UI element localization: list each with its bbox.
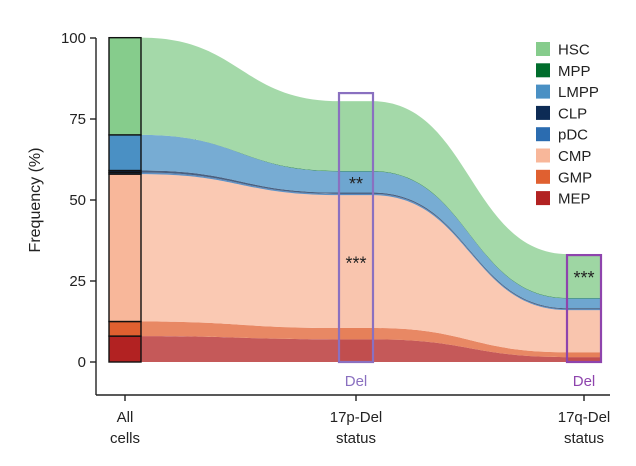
legend-label-lmpp: LMPP — [558, 84, 599, 101]
bar-lmpp-1 — [340, 171, 372, 193]
y-axis-title: Frequency (%) — [27, 148, 44, 253]
flow-cmp-1-2 — [372, 195, 568, 353]
flow-clp-0-1 — [141, 170, 340, 194]
flow-lmpp-0-1 — [141, 134, 340, 193]
legend-swatch-hsc — [536, 42, 550, 56]
bar-mep-1 — [340, 339, 372, 362]
significance-1: ** — [349, 174, 363, 194]
bar-gmp-2 — [568, 352, 600, 358]
y-tick-label-75: 75 — [69, 111, 86, 128]
legend-label-hsc: HSC — [558, 42, 590, 59]
bar-mep-2 — [568, 357, 600, 362]
legend-swatch-lmpp — [536, 84, 550, 99]
bar-gmp-0 — [108, 320, 142, 337]
deletion-boxes: Del Del******** — [337, 91, 603, 390]
del-box-1 — [565, 253, 603, 364]
flow-mpp-1-2 — [372, 170, 568, 299]
bar-cmp-1 — [340, 195, 372, 328]
bar-pdc-1 — [340, 193, 372, 196]
flow-hsc-0-1 — [141, 37, 340, 171]
bar-lmpp-0 — [108, 134, 142, 172]
legend-swatch-mpp — [536, 63, 550, 78]
significance-2: *** — [573, 268, 594, 288]
x-tick-label-2: 17q-Del status — [558, 409, 611, 447]
legend-label-clp: CLP — [558, 105, 587, 122]
flow-pdc-0-1 — [141, 172, 340, 196]
bar-clp-2 — [568, 308, 600, 310]
bar-gmp-1 — [340, 327, 372, 340]
flow-mep-0-1 — [141, 336, 340, 362]
category-stacks — [108, 36, 600, 363]
x-tick-label-0: All cells — [110, 409, 140, 447]
legend: HSC MPP LMPP CLP pDC CMP GMP MEP — [536, 42, 599, 208]
legend-swatch-clp — [536, 105, 550, 120]
del-label-0: Del — [345, 373, 368, 390]
y-tick-label-100: 100 — [61, 30, 86, 47]
legend-label-mpp: MPP — [558, 63, 591, 80]
flow-hsc-1-2 — [372, 101, 568, 298]
x-tick-label-1: 17p-Del status — [330, 409, 383, 447]
legend-swatch-pdc — [536, 127, 550, 142]
legend-label-mep: MEP — [558, 191, 591, 208]
flow-bands — [141, 37, 568, 362]
flow-pdc-1-2 — [372, 193, 568, 311]
flow-cmp-0-1 — [141, 174, 340, 328]
bar-mpp-1 — [340, 170, 372, 172]
y-tick-label-0: 0 — [78, 354, 86, 371]
bar-hsc-0 — [108, 36, 142, 136]
axes: 0 25 50 75 100 All cells 17p-Del status 17q-Del st… — [27, 30, 610, 447]
bar-lmpp-2 — [568, 298, 600, 309]
bar-hsc-1 — [340, 101, 372, 171]
bar-mep-0 — [108, 335, 142, 363]
flow-clp-1-2 — [372, 192, 568, 310]
flow-mpp-0-1 — [141, 134, 340, 172]
del-box-0 — [337, 91, 375, 364]
significance-0: *** — [345, 254, 366, 274]
bar-hsc-2 — [568, 254, 600, 298]
legend-swatch-gmp — [536, 169, 550, 184]
bar-cmp-2 — [568, 310, 600, 353]
legend-label-pdc: pDC — [558, 127, 588, 144]
flow-mep-1-2 — [372, 339, 568, 362]
flow-gmp-1-2 — [372, 327, 568, 358]
legend-label-cmp: CMP — [558, 148, 591, 165]
flow-lmpp-1-2 — [372, 171, 568, 309]
bar-cmp-0 — [108, 173, 142, 323]
legend-swatch-cmp — [536, 148, 550, 163]
flow-gmp-0-1 — [141, 321, 340, 340]
bar-pdc-2 — [568, 309, 600, 311]
y-tick-label-25: 25 — [69, 273, 86, 290]
legend-label-gmp: GMP — [558, 169, 592, 186]
del-label-1: Del — [573, 373, 596, 390]
y-tick-label-50: 50 — [69, 192, 86, 209]
bar-clp-1 — [340, 192, 372, 194]
legend-swatch-mep — [536, 191, 550, 206]
bar-mpp-2 — [568, 297, 600, 299]
